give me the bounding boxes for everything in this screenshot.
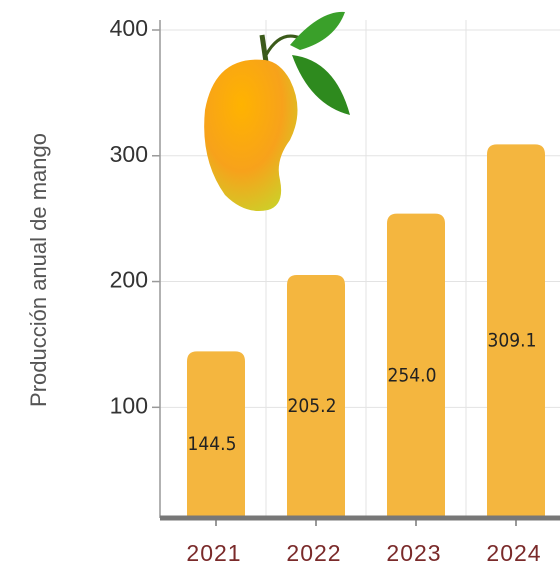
bar bbox=[287, 275, 345, 518]
x-tick-label: 2021 bbox=[186, 540, 241, 566]
value-label: 205.2 bbox=[288, 395, 337, 417]
y-tick-label: 400 bbox=[110, 15, 148, 41]
bar bbox=[387, 213, 445, 519]
x-tick-label: 2024 bbox=[486, 540, 541, 566]
y-tick-label: 100 bbox=[110, 392, 148, 418]
y-tick-label: 200 bbox=[110, 267, 148, 293]
mango-illustration bbox=[204, 11, 350, 212]
x-tick-label: 2023 bbox=[386, 540, 441, 566]
bar bbox=[187, 351, 245, 518]
value-label: 254.0 bbox=[388, 364, 437, 386]
value-label: 144.5 bbox=[188, 433, 237, 455]
y-axis-label: Producción anual de mango bbox=[26, 133, 51, 407]
y-tick-label: 300 bbox=[110, 141, 148, 167]
x-tick-label: 2022 bbox=[286, 540, 341, 566]
bar bbox=[487, 144, 545, 519]
value-label: 309.1 bbox=[488, 330, 537, 352]
